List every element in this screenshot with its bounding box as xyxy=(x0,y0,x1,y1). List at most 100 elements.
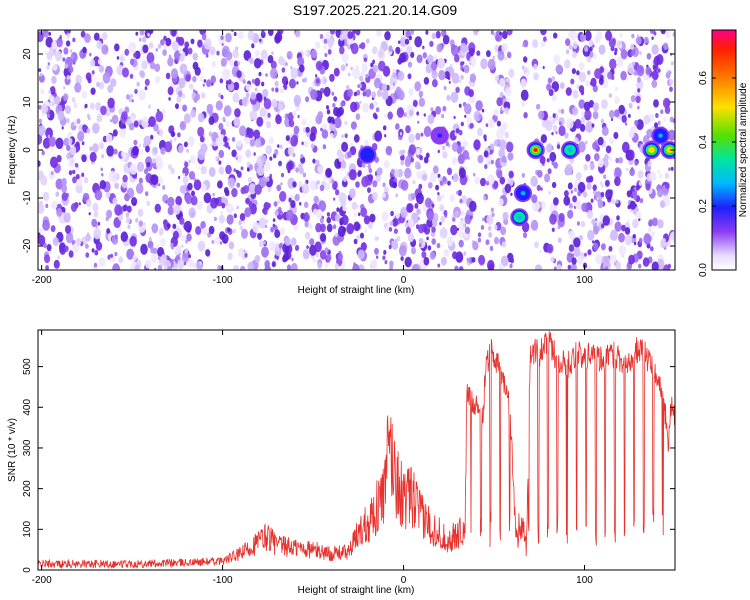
spectrogram-cell xyxy=(579,234,583,241)
spectrogram-cell xyxy=(256,93,263,102)
spectrogram-cell xyxy=(410,193,416,200)
spectrogram-cell xyxy=(181,93,186,99)
spectrogram-cell xyxy=(496,128,504,140)
spectrogram-cell xyxy=(637,76,641,83)
spectrogram-cell xyxy=(431,238,437,245)
spectrogram-cell xyxy=(197,126,205,137)
spectrogram-cell xyxy=(279,144,283,149)
spectrogram-cell xyxy=(195,226,202,235)
spectrogram-cell xyxy=(85,233,91,242)
spectrogram-cell xyxy=(333,96,338,102)
spectrogram-cell xyxy=(89,52,92,57)
spectrogram-cell xyxy=(372,59,376,64)
spectrogram-cell xyxy=(587,249,592,256)
spectrogram-cell xyxy=(185,239,188,244)
spectrogram-cell xyxy=(288,119,295,128)
spectrogram-cell xyxy=(38,31,44,43)
spectrogram-cell xyxy=(633,241,637,246)
spectrogram-cell xyxy=(193,179,202,191)
spectrogram-cell xyxy=(146,161,151,168)
spectrogram-cell xyxy=(588,265,592,270)
spectrogram-cell xyxy=(414,161,421,170)
spectrogram-cell xyxy=(219,78,224,84)
spectrogram-cell xyxy=(82,53,86,58)
spectrogram-cell xyxy=(173,137,177,141)
spectrogram-cell xyxy=(92,122,100,134)
spectrogram-cell xyxy=(350,66,354,71)
spectrogram-cell xyxy=(539,155,546,165)
spectrogram-cell xyxy=(593,242,599,251)
spectrogram-cell xyxy=(609,254,617,264)
spectrogram-cell xyxy=(62,93,69,102)
spectrogram-cell xyxy=(232,92,240,103)
spectrogram-cell xyxy=(483,134,487,140)
spectrogram-cell xyxy=(460,210,465,217)
spectrogram-cell xyxy=(553,32,558,39)
spectrogram-cell xyxy=(199,76,204,82)
spectrogram-cell xyxy=(553,266,558,270)
spectrogram-cell xyxy=(137,208,144,217)
spectrogram-hotspot xyxy=(649,147,654,153)
spectrogram-cell xyxy=(63,86,66,90)
spectrogram-cell xyxy=(49,95,55,103)
spectrogram-cell xyxy=(393,168,400,178)
spectrogram-cell xyxy=(163,44,168,50)
spectrogram-cell xyxy=(410,157,415,163)
spectrogram-cell xyxy=(546,143,553,153)
spectrogram-cell xyxy=(438,70,446,81)
spectrogram-cell xyxy=(418,183,423,190)
spectrogram-cell xyxy=(499,176,506,185)
spectrogram-cell xyxy=(388,227,393,232)
spectrogram-cell xyxy=(600,118,605,124)
spectrogram-cell xyxy=(126,205,132,213)
spectrogram-cell xyxy=(203,79,207,83)
spectrogram-cell xyxy=(454,210,460,218)
spectrogram-cell xyxy=(199,261,202,266)
spectrogram-cell xyxy=(44,50,48,55)
spectrogram-cell xyxy=(601,126,609,136)
spectrogram-cell xyxy=(114,234,118,239)
spectrogram-cell xyxy=(477,237,482,243)
spectrogram-cell xyxy=(50,225,56,233)
spectrogram-cell xyxy=(341,52,349,63)
snr-series-line xyxy=(38,331,675,570)
spectrogram-cell xyxy=(318,200,327,212)
spectrogram-cell xyxy=(464,114,467,118)
spectrogram-cell xyxy=(111,114,119,125)
spectrogram-cell xyxy=(418,237,424,245)
spectrogram-cell xyxy=(593,226,599,235)
spectrogram-cell xyxy=(552,113,556,118)
spectrogram-cell xyxy=(65,40,71,47)
spectrogram-cell xyxy=(56,154,62,163)
spectrogram-cell xyxy=(495,75,500,82)
spectrogram-cell xyxy=(496,97,503,107)
spectrogram-cell xyxy=(615,56,624,68)
spectrogram-cell xyxy=(583,101,591,112)
spectrogram-cell xyxy=(431,203,435,208)
spectrogram-cell xyxy=(485,123,489,128)
spectrogram-cell xyxy=(416,208,421,215)
spectrogram-cell xyxy=(451,142,459,152)
spectrogram-cell xyxy=(55,137,64,149)
spectrogram-cell xyxy=(304,141,309,148)
spectrogram-cell xyxy=(329,122,336,132)
spectrogram-cell xyxy=(374,130,383,142)
spectrogram-cell xyxy=(436,43,443,53)
spectrogram-cell xyxy=(459,61,464,67)
spectrogram-cell xyxy=(277,200,281,204)
spectrogram-cell xyxy=(612,169,615,173)
spectrogram-cell xyxy=(92,143,99,153)
spectrogram-cell xyxy=(631,48,636,56)
spectrogram-cell xyxy=(235,153,243,163)
spectrogram-cell xyxy=(257,165,265,176)
spectrogram-cell xyxy=(347,151,352,159)
spectrogram-cell xyxy=(591,218,596,226)
spectrogram-cell xyxy=(120,231,128,242)
spectrogram-cell xyxy=(341,214,349,226)
spectrogram-cell xyxy=(283,252,290,262)
spectrogram-cell xyxy=(40,175,48,186)
spectrogram-cell xyxy=(132,145,140,156)
spectrogram-cell xyxy=(272,223,276,228)
spectrogram-cell xyxy=(664,182,670,190)
spectrogram-cell xyxy=(383,160,390,169)
